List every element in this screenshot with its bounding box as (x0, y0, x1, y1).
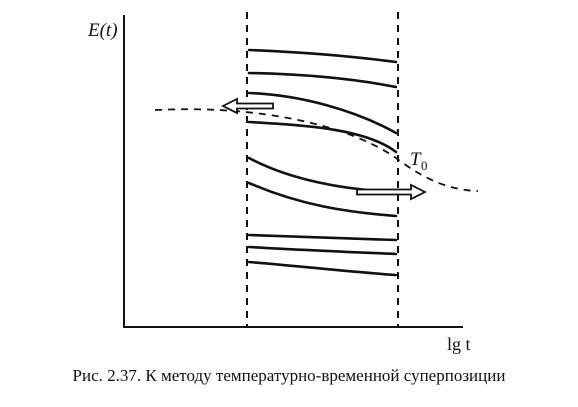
master-curve (154, 108, 479, 192)
isotherm-curve (247, 260, 398, 277)
isotherm-curve (247, 91, 398, 135)
isotherm-curve (247, 245, 398, 256)
isotherm-curve (247, 48, 398, 64)
isotherm-curve (247, 71, 398, 89)
x-axis-label: lg t (447, 334, 471, 354)
isotherm-curve (247, 181, 398, 218)
curve-label: T (410, 149, 422, 170)
isotherm-curve (247, 120, 398, 154)
y-axis-label: E(t) (87, 20, 118, 41)
left-shift-arrow (220, 97, 274, 115)
isotherm-curve (247, 233, 398, 242)
figure-caption: Рис. 2.37. К методу температурно-временн… (72, 366, 506, 385)
right-shift-arrow (356, 183, 428, 201)
curve-label-subscript: 0 (421, 158, 428, 173)
isotherm-curve (247, 156, 398, 194)
